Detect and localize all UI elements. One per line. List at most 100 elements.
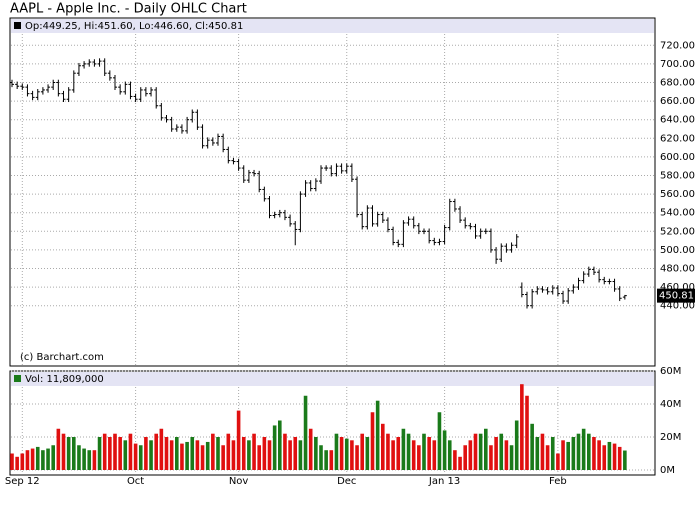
volume-bar <box>298 440 303 470</box>
volume-bar <box>509 445 514 470</box>
volume-bar <box>175 437 179 470</box>
volume-bar <box>473 433 478 470</box>
volume-bar <box>494 437 498 470</box>
volume-bar <box>77 445 81 470</box>
volume-bar <box>108 437 112 470</box>
volume-bar <box>46 448 50 470</box>
volume-bar <box>56 428 61 470</box>
volume-bar <box>10 453 14 470</box>
volume-bar <box>592 437 596 470</box>
volume-bar <box>432 440 437 470</box>
volume-bar <box>211 433 215 470</box>
y2-tick-label: 60M <box>660 366 681 377</box>
volume-bar <box>442 430 447 470</box>
volume-bar <box>587 433 591 470</box>
volume-bar <box>82 448 86 470</box>
x-tick-label: Oct <box>127 476 144 487</box>
volume-bar <box>226 433 231 470</box>
volume-bar <box>386 433 390 470</box>
volume-bar <box>164 437 169 470</box>
volume-bar <box>92 450 97 470</box>
volume-bar <box>308 428 313 470</box>
volume-bar <box>252 433 256 470</box>
x-tick-label: Feb <box>549 476 567 487</box>
volume-bar <box>30 448 35 470</box>
volume-bar <box>339 437 344 470</box>
volume-bar <box>514 420 519 470</box>
volume-bar <box>447 440 452 470</box>
volume-bar <box>375 400 380 470</box>
price-legend-icon <box>14 22 21 29</box>
y2-tick-label: 0M <box>660 465 675 476</box>
last-price-label: 450.81 <box>659 291 694 302</box>
volume-bar <box>169 440 174 470</box>
volume-bar <box>138 445 143 470</box>
volume-bar <box>205 441 210 470</box>
volume-bar <box>314 437 318 470</box>
volume-bar <box>236 410 241 470</box>
volume-bar <box>159 428 164 470</box>
volume-bar <box>20 453 25 470</box>
volume-bar <box>123 440 128 470</box>
y-tick-label: 580.00 <box>660 171 695 182</box>
volume-bar <box>453 450 457 470</box>
volume-bar <box>566 441 570 470</box>
y-tick-label: 460.00 <box>660 282 695 293</box>
volume-bar <box>185 441 189 470</box>
volume-bar <box>154 433 158 470</box>
volume-bar <box>324 450 328 470</box>
volume-bar <box>437 412 442 470</box>
y-tick-label: 620.00 <box>660 133 695 144</box>
volume-bar <box>221 445 225 470</box>
volume-bar <box>391 440 395 470</box>
volume-legend-icon <box>14 375 21 382</box>
y-tick-label: 600.00 <box>660 152 695 163</box>
volume-bar <box>303 395 308 470</box>
volume-bar <box>97 437 102 470</box>
volume-bar <box>334 433 339 470</box>
volume-bar <box>350 440 354 470</box>
volume-bar <box>344 438 349 470</box>
x-tick-label: Nov <box>229 476 249 487</box>
volume-bar <box>144 437 148 470</box>
last-price-box <box>657 288 695 303</box>
volume-bar <box>149 440 153 470</box>
volume-bar <box>61 433 66 470</box>
volume-bar <box>617 446 622 470</box>
volume-bar <box>72 437 76 470</box>
x-tick-label: Jan 13 <box>428 476 460 487</box>
volume-bar <box>262 437 267 470</box>
volume-bar <box>113 433 117 470</box>
y-tick-label: 640.00 <box>660 115 695 126</box>
volume-bar <box>556 453 560 470</box>
volume-bar <box>561 440 565 470</box>
volume-bar <box>478 433 483 470</box>
volume-bar <box>468 440 473 470</box>
volume-bar <box>288 440 292 470</box>
volume-bar <box>535 437 540 470</box>
x-tick-label: Dec <box>337 476 356 487</box>
volume-bar <box>530 423 534 470</box>
volume-bar <box>216 437 220 470</box>
volume-bar <box>102 433 107 470</box>
volume-bar <box>401 428 406 470</box>
y2-tick-label: 20M <box>660 432 681 443</box>
y-tick-label: 500.00 <box>660 245 695 256</box>
volume-bar <box>550 437 555 470</box>
volume-bar <box>545 445 550 470</box>
volume-bar <box>319 445 323 470</box>
volume-bar <box>597 440 601 470</box>
volume-bar <box>458 456 462 470</box>
volume-header <box>11 372 654 386</box>
y-tick-label: 680.00 <box>660 78 695 89</box>
volume-bar <box>504 440 509 470</box>
volume-bar <box>272 425 277 470</box>
volume-bar <box>422 433 426 470</box>
volume-bar <box>612 443 617 470</box>
volume-bar <box>231 440 236 470</box>
y-tick-label: 540.00 <box>660 208 695 219</box>
volume-bar <box>257 445 261 470</box>
volume-bar <box>195 440 200 470</box>
volume-bar <box>607 441 612 470</box>
